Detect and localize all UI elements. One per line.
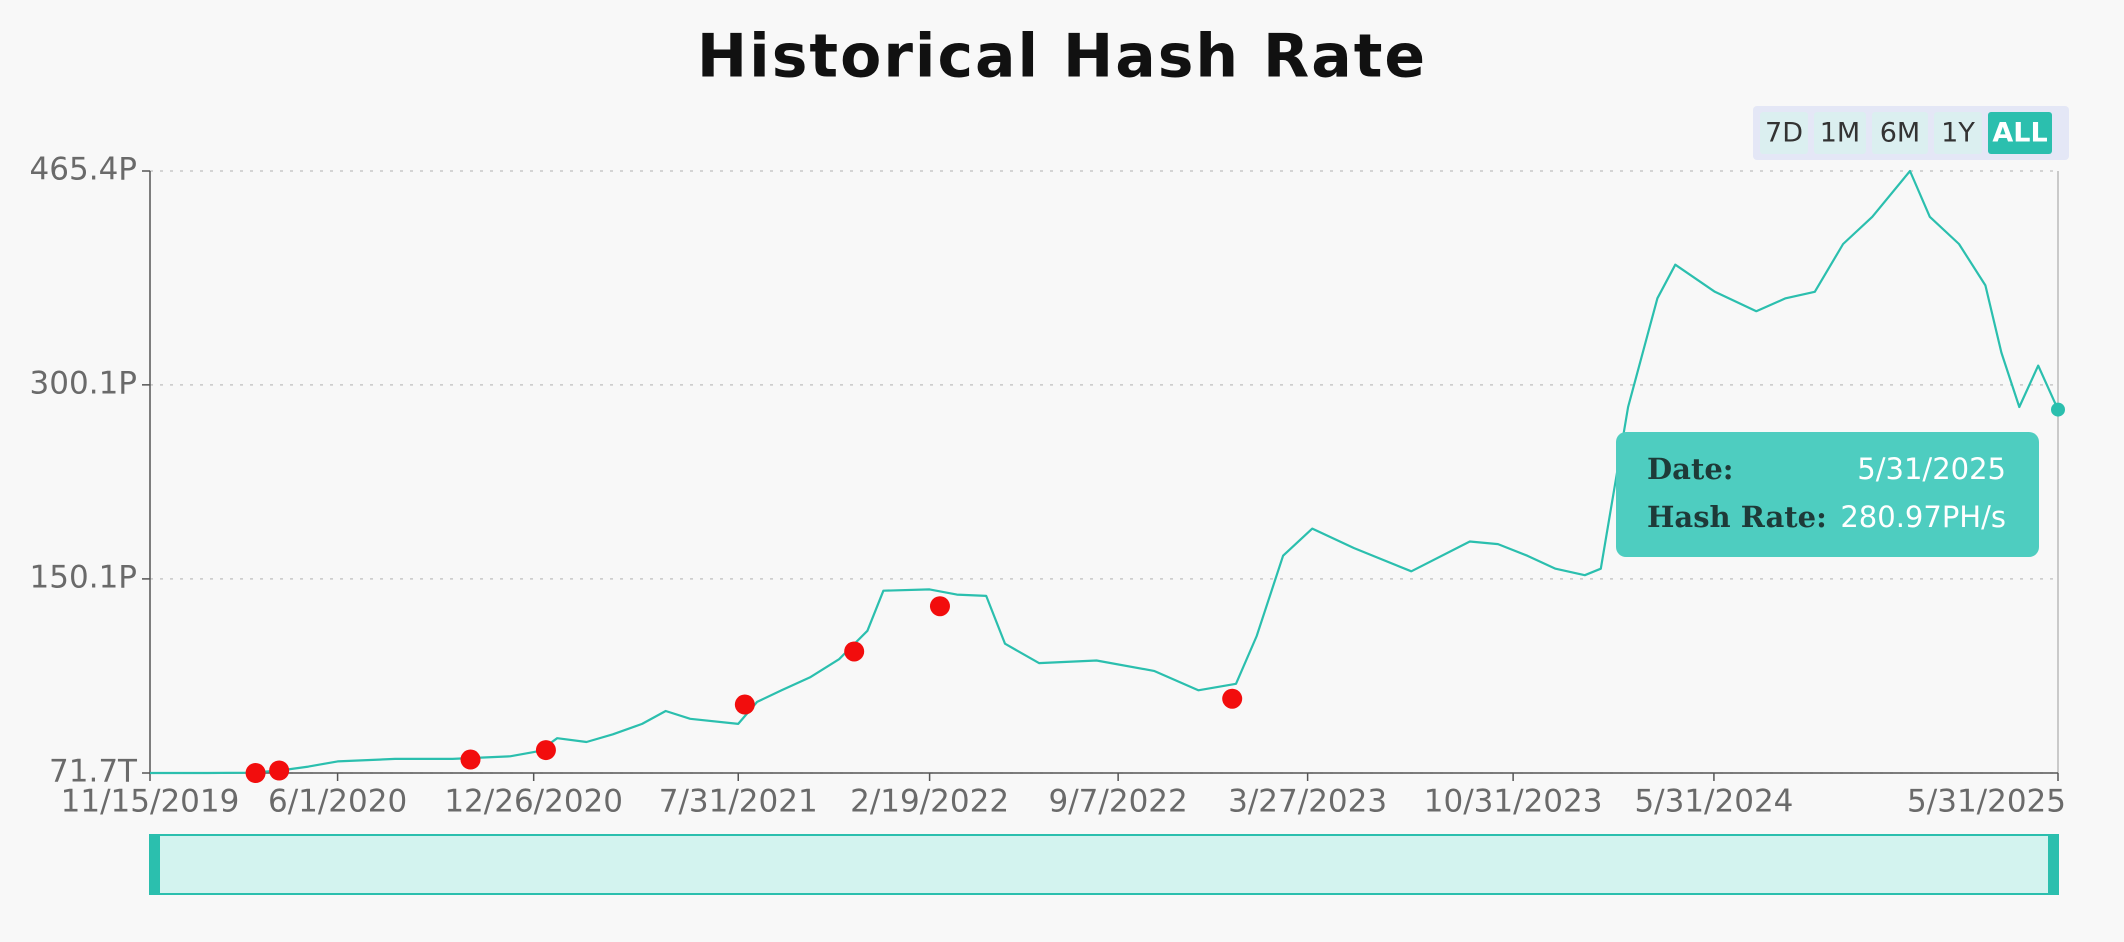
range-button-label[interactable]: 1Y xyxy=(1941,118,1975,149)
x-tick-label: 3/27/2023 xyxy=(1228,784,1387,820)
range-button[interactable]: 6M xyxy=(1872,112,1928,154)
range-button-label[interactable]: ALL xyxy=(1992,118,2047,149)
x-tick-label: 2/19/2022 xyxy=(850,784,1009,820)
range-button[interactable]: 1Y xyxy=(1934,112,1982,154)
range-slider[interactable] xyxy=(149,834,2059,895)
x-tick-label: 9/7/2022 xyxy=(1049,784,1188,820)
tooltip-box xyxy=(1616,432,2039,557)
plot-area: 71.7T 150.1P 300.1P 465.4P 11/15/2019 6/1/202… xyxy=(30,152,2066,820)
range-button-label[interactable]: 1M xyxy=(1820,118,1860,149)
range-button-bg[interactable] xyxy=(1814,112,1866,154)
tooltip-point xyxy=(2051,402,2065,417)
range-button[interactable]: 1M xyxy=(1814,112,1866,154)
event-marker xyxy=(460,749,481,770)
event-marker xyxy=(535,740,556,761)
event-marker xyxy=(269,760,290,781)
event-marker xyxy=(245,763,266,784)
tooltip-label: Hash Rate: xyxy=(1647,500,1827,534)
tooltip-value: 5/31/2025 xyxy=(1857,452,2006,486)
event-marker xyxy=(1222,688,1243,709)
range-button[interactable]: ALL xyxy=(1988,112,2052,154)
y-tick-label: 300.1P xyxy=(30,365,137,401)
range-button[interactable]: 7D xyxy=(1760,112,1808,154)
x-tick-label: 11/15/2019 xyxy=(61,784,240,820)
chart-title: Historical Hash Rate xyxy=(697,22,1427,92)
range-button-label[interactable]: 6M xyxy=(1880,118,1920,149)
range-button-bg[interactable] xyxy=(1988,112,2052,154)
range-buttons: 7D 1M 6M 1Y ALL xyxy=(1760,112,2052,154)
range-button-bg[interactable] xyxy=(1934,112,1982,154)
y-tick-label: 465.4P xyxy=(30,152,137,188)
event-marker xyxy=(844,641,865,662)
hash-rate-line xyxy=(150,169,2060,775)
x-tick-label: 10/31/2023 xyxy=(1424,784,1603,820)
x-tick-label: 5/31/2024 xyxy=(1634,784,1793,820)
y-tick-label: 150.1P xyxy=(30,559,137,595)
tooltip-label: Date: xyxy=(1647,452,1734,486)
x-tick-label: 5/31/2025 xyxy=(1907,784,2066,820)
x-tick-label: 12/26/2020 xyxy=(444,784,623,820)
y-tick-label: 71.7T xyxy=(49,754,138,790)
range-button-bg[interactable] xyxy=(1760,112,1808,154)
x-tick-label: 7/31/2021 xyxy=(659,784,818,820)
slider-handle-left[interactable] xyxy=(150,835,160,894)
range-button-bg[interactable] xyxy=(1872,112,1928,154)
tooltip: Date: 5/31/2025 Hash Rate: 280.97PH/s xyxy=(1616,432,2039,557)
slider-handle-right[interactable] xyxy=(2048,835,2058,894)
slider-track[interactable] xyxy=(149,834,2059,895)
event-marker xyxy=(929,596,950,617)
tooltip-value: 280.97PH/s xyxy=(1840,500,2006,534)
event-marker xyxy=(734,694,755,715)
x-tick-label: 6/1/2020 xyxy=(268,784,407,820)
range-button-label[interactable]: 7D xyxy=(1765,118,1803,149)
